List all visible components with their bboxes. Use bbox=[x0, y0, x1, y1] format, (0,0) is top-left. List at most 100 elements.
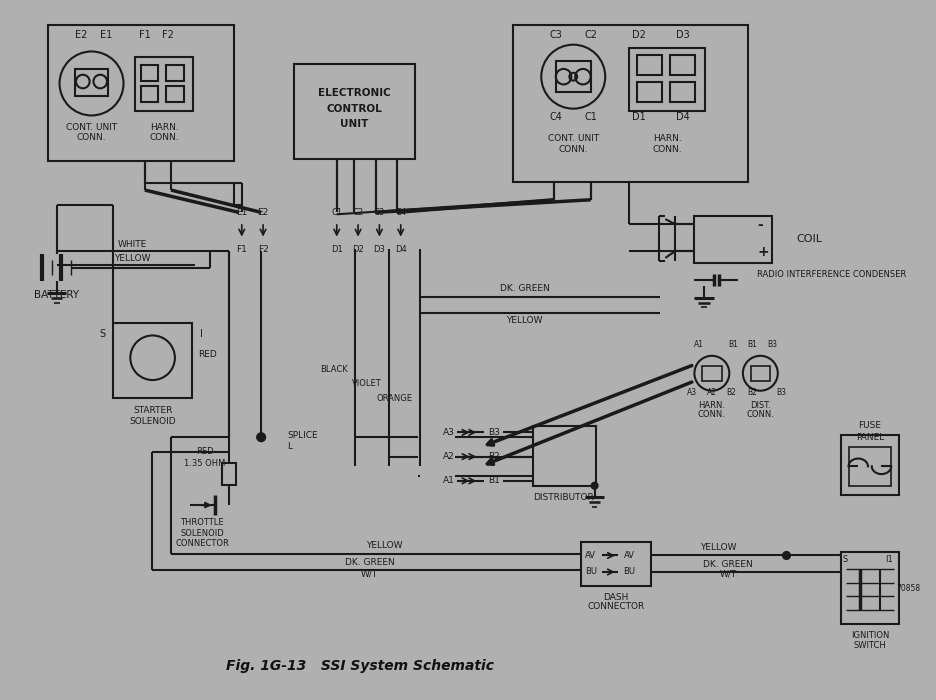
Bar bbox=[140, 65, 158, 80]
Text: E1: E1 bbox=[236, 208, 247, 217]
Text: F1: F1 bbox=[139, 30, 151, 40]
Bar bbox=[580, 542, 651, 585]
Text: B1: B1 bbox=[747, 340, 756, 349]
Text: B2: B2 bbox=[747, 388, 756, 397]
Text: B3: B3 bbox=[767, 340, 776, 349]
Text: W/T: W/T bbox=[719, 569, 737, 578]
Text: B1: B1 bbox=[727, 340, 738, 349]
Text: VIOLET: VIOLET bbox=[351, 379, 381, 389]
Text: FUSE: FUSE bbox=[857, 421, 881, 430]
Text: B2: B2 bbox=[725, 388, 736, 397]
Text: CONTROL: CONTROL bbox=[326, 104, 382, 113]
Circle shape bbox=[591, 482, 597, 489]
Text: C1: C1 bbox=[330, 208, 342, 217]
Text: A2: A2 bbox=[706, 388, 716, 397]
Text: D3: D3 bbox=[675, 30, 689, 40]
Text: RADIO INTERFERENCE CONDENSER: RADIO INTERFERENCE CONDENSER bbox=[756, 270, 906, 279]
Text: B3: B3 bbox=[488, 428, 499, 437]
Bar bbox=[222, 463, 236, 484]
Text: DK. GREEN: DK. GREEN bbox=[500, 284, 549, 293]
Text: SOLENOID: SOLENOID bbox=[129, 417, 176, 426]
Text: E1: E1 bbox=[100, 30, 112, 40]
Bar bbox=[135, 57, 193, 111]
Circle shape bbox=[782, 552, 790, 559]
Text: D2: D2 bbox=[352, 245, 363, 253]
Text: CONNECTOR: CONNECTOR bbox=[587, 603, 644, 611]
Text: D1: D1 bbox=[330, 245, 343, 253]
Text: A1: A1 bbox=[443, 477, 455, 485]
Text: E2: E2 bbox=[257, 208, 269, 217]
Text: WHITE: WHITE bbox=[118, 240, 147, 248]
Text: YELLOW: YELLOW bbox=[114, 254, 151, 263]
Text: B2: B2 bbox=[488, 452, 499, 461]
Bar bbox=[629, 48, 704, 111]
Bar bbox=[636, 83, 662, 102]
Text: Fig. 1G-13   SSI System Schematic: Fig. 1G-13 SSI System Schematic bbox=[226, 659, 493, 673]
Text: SOLENOID: SOLENOID bbox=[180, 528, 224, 538]
Text: COIL: COIL bbox=[796, 234, 821, 244]
Text: A3: A3 bbox=[687, 388, 696, 397]
Text: CONN.: CONN. bbox=[77, 133, 106, 142]
Bar bbox=[848, 447, 890, 486]
Text: D3: D3 bbox=[373, 245, 385, 253]
Text: CONN.: CONN. bbox=[558, 145, 588, 154]
Text: DIST.: DIST. bbox=[749, 400, 770, 410]
Bar bbox=[75, 69, 108, 96]
Text: +: + bbox=[756, 245, 768, 259]
Text: BU: BU bbox=[584, 568, 596, 577]
Text: RED: RED bbox=[197, 350, 216, 359]
Bar bbox=[669, 55, 695, 75]
Circle shape bbox=[256, 433, 265, 442]
Bar bbox=[294, 64, 415, 159]
Bar bbox=[166, 65, 183, 80]
Text: DISTRIBUTOR: DISTRIBUTOR bbox=[533, 493, 593, 502]
Text: AV: AV bbox=[585, 551, 595, 560]
Text: F2: F2 bbox=[257, 245, 269, 253]
Text: D4: D4 bbox=[675, 113, 689, 122]
Bar bbox=[555, 61, 590, 92]
Text: HARN.: HARN. bbox=[150, 122, 179, 132]
Text: D1: D1 bbox=[632, 113, 645, 122]
Text: B1: B1 bbox=[488, 477, 499, 485]
Bar bbox=[166, 86, 183, 102]
Text: S: S bbox=[842, 555, 847, 564]
Text: E2: E2 bbox=[75, 30, 87, 40]
Bar bbox=[532, 426, 595, 486]
Text: ELECTRONIC: ELECTRONIC bbox=[317, 88, 390, 98]
Bar bbox=[140, 86, 158, 102]
Text: BU: BU bbox=[622, 568, 635, 577]
Text: C4: C4 bbox=[395, 208, 406, 217]
Bar bbox=[636, 55, 662, 75]
Text: YELLOW: YELLOW bbox=[699, 543, 736, 552]
Text: PANEL: PANEL bbox=[855, 433, 883, 442]
Text: YELLOW: YELLOW bbox=[506, 316, 543, 326]
Text: 1.35 OHM: 1.35 OHM bbox=[184, 459, 226, 468]
Text: CONT. UNIT: CONT. UNIT bbox=[66, 122, 117, 132]
Text: C3: C3 bbox=[548, 30, 562, 40]
Bar bbox=[840, 552, 898, 624]
Text: DK. GREEN: DK. GREEN bbox=[344, 558, 394, 567]
Text: 70858: 70858 bbox=[895, 584, 919, 593]
Text: YELLOW: YELLOW bbox=[366, 541, 402, 550]
Text: SWITCH: SWITCH bbox=[853, 641, 885, 650]
Text: D2: D2 bbox=[632, 30, 646, 40]
Text: W/T: W/T bbox=[360, 569, 378, 578]
Text: CONT. UNIT: CONT. UNIT bbox=[547, 134, 598, 144]
Text: D4: D4 bbox=[394, 245, 406, 253]
Text: CONNECTOR: CONNECTOR bbox=[175, 540, 228, 548]
Bar bbox=[701, 365, 721, 381]
Text: THROTTLE: THROTTLE bbox=[180, 518, 224, 527]
Text: F1: F1 bbox=[236, 245, 247, 253]
Text: L: L bbox=[287, 442, 292, 452]
Text: RED: RED bbox=[196, 447, 213, 456]
Text: I1: I1 bbox=[885, 555, 892, 564]
Text: B3: B3 bbox=[776, 388, 786, 397]
Text: ORANGE: ORANGE bbox=[376, 394, 412, 403]
Bar bbox=[750, 365, 769, 381]
Text: CONN.: CONN. bbox=[651, 145, 681, 154]
Text: C2: C2 bbox=[352, 208, 363, 217]
Text: A1: A1 bbox=[694, 340, 704, 349]
Text: A2: A2 bbox=[443, 452, 455, 461]
Text: -: - bbox=[756, 218, 762, 232]
Bar bbox=[513, 25, 747, 182]
